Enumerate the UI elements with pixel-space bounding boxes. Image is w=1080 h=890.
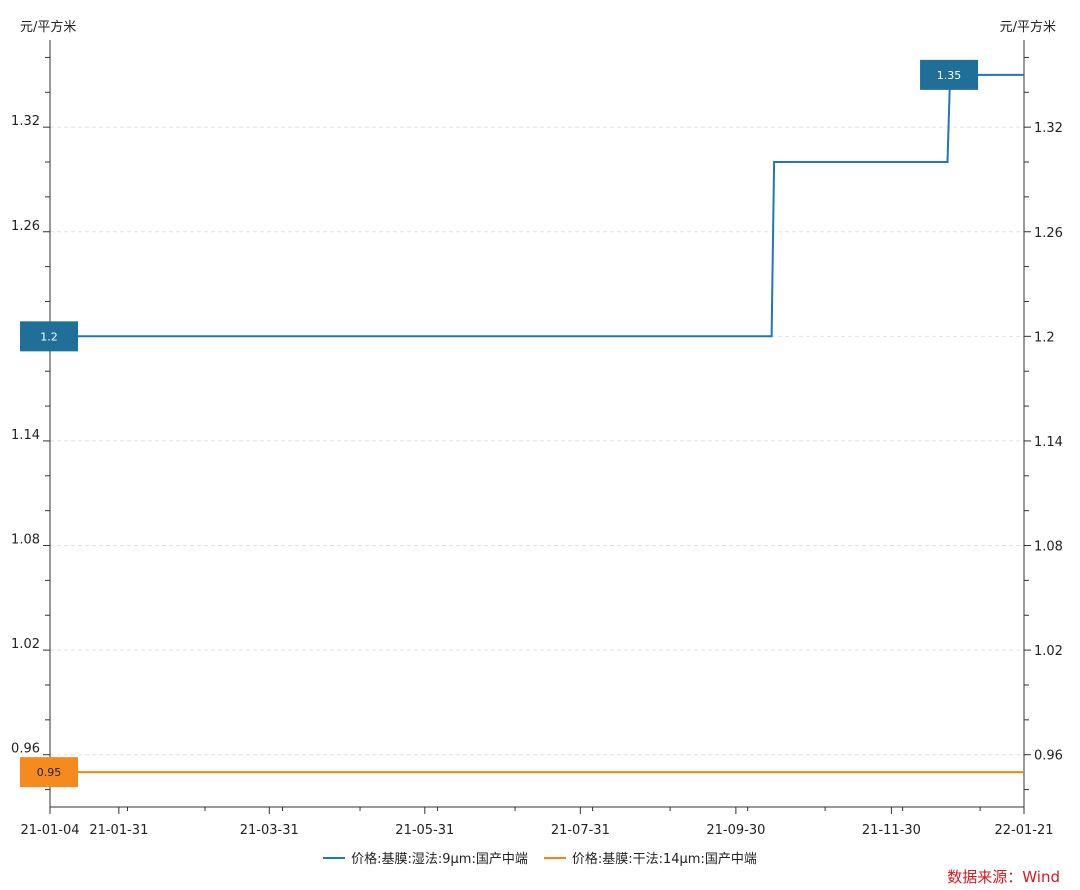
legend-item-dry: 价格:基膜:干法:14μm:国产中端 bbox=[543, 848, 757, 867]
y-tick-label-left: 1.08 bbox=[11, 533, 40, 548]
x-tick-label: 21-01-04 bbox=[20, 823, 79, 838]
data-label-1-0: 0.95 bbox=[37, 766, 62, 779]
legend-swatch-dry bbox=[543, 856, 566, 859]
legend-label-wet: 价格:基膜:湿法:9μm:国产中端 bbox=[351, 852, 528, 867]
y-tick-label-left: 1.32 bbox=[11, 114, 40, 129]
x-tick-label: 21-09-30 bbox=[706, 823, 765, 838]
x-tick-label: 21-07-31 bbox=[551, 823, 610, 838]
series-line-0 bbox=[50, 73, 1024, 338]
y-axis-unit-right: 元/平方米 bbox=[999, 20, 1056, 35]
y-tick-label-right: 1.14 bbox=[1034, 435, 1063, 450]
y-tick-label-left: 1.14 bbox=[11, 428, 40, 443]
y-tick-label-right: 1.26 bbox=[1034, 226, 1063, 241]
y-tick-label-left: 0.96 bbox=[11, 742, 40, 757]
data-label-0-1: 1.35 bbox=[937, 69, 962, 82]
y-tick-label-right: 0.96 bbox=[1034, 749, 1063, 764]
legend: 价格:基膜:湿法:9μm:国产中端 价格:基膜:干法:14μm:国产中端 bbox=[0, 848, 1080, 867]
y-tick-label-right: 1.2 bbox=[1034, 330, 1055, 345]
line-chart: 0.96 0.96 1.02 1.02 1.08 1.08 1.14 1.14 1.2 1.2 1.… bbox=[11, 40, 1063, 838]
x-tick-label: 21-03-31 bbox=[240, 823, 299, 838]
y-tick-label-left: 1.02 bbox=[11, 637, 40, 652]
x-tick-label: 21-11-30 bbox=[862, 823, 921, 838]
y-tick-label-right: 1.08 bbox=[1034, 540, 1063, 555]
data-label-box-1-0 bbox=[20, 757, 78, 788]
legend-label-dry: 价格:基膜:干法:14μm:国产中端 bbox=[571, 852, 757, 867]
data-label-box-0-1 bbox=[920, 59, 979, 90]
x-tick-label: 22-01-21 bbox=[994, 823, 1053, 838]
y-tick-label-right: 1.02 bbox=[1034, 644, 1063, 659]
y-tick-label-left: 1.26 bbox=[11, 219, 40, 234]
data-source-label: 数据来源：Wind bbox=[947, 868, 1060, 886]
x-tick-label: 21-05-31 bbox=[395, 823, 454, 838]
legend-item-wet: 价格:基膜:湿法:9μm:国产中端 bbox=[323, 848, 528, 867]
legend-swatch-wet bbox=[323, 856, 346, 859]
y-tick-label-right: 1.32 bbox=[1034, 121, 1063, 136]
y-axis-unit-left: 元/平方米 bbox=[20, 20, 77, 35]
data-label-0-0: 1.2 bbox=[40, 330, 58, 343]
data-label-box-0-0 bbox=[20, 321, 78, 352]
x-tick-label: 21-01-31 bbox=[89, 823, 148, 838]
